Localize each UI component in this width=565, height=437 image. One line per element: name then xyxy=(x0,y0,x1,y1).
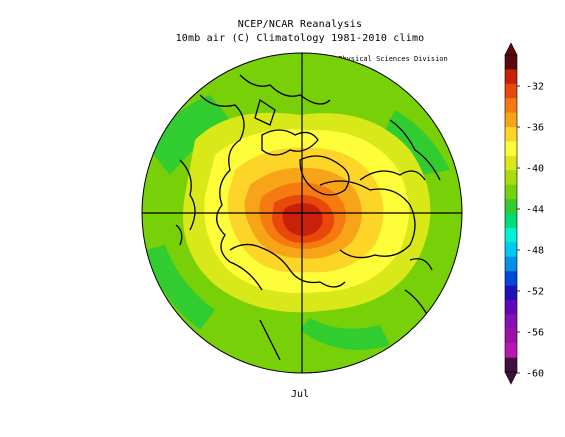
field-cold-patch xyxy=(300,318,390,350)
colorbar-bin xyxy=(505,55,517,70)
colorbar-tick-label: -44 xyxy=(526,205,544,216)
colorbar-bin xyxy=(505,242,517,258)
colorbar-tick-label: -36 xyxy=(526,123,544,134)
colorbar-bin xyxy=(505,314,517,330)
field-cold-patch xyxy=(150,95,230,175)
colorbar-bin xyxy=(505,227,517,243)
colorbar-tick-label: -60 xyxy=(526,369,544,380)
colorbar-frame xyxy=(504,54,518,373)
colorbar-bin xyxy=(505,199,517,214)
colorbar-arrow-bottom xyxy=(504,371,518,385)
field-cold-patch xyxy=(385,110,450,175)
map-boundary xyxy=(141,52,463,374)
colorbar-tick-label: -48 xyxy=(526,246,544,257)
coastlines xyxy=(175,74,441,361)
map-title-line1: NCEP/NCAR Reanalysis xyxy=(237,19,363,30)
colorbar-arrow-top xyxy=(504,42,518,56)
colorbar-bin xyxy=(505,127,517,142)
colorbar-bin xyxy=(505,271,517,286)
colorbar-bin xyxy=(505,285,517,301)
field-cold-patch xyxy=(145,245,215,330)
colorbar-bin xyxy=(505,213,517,229)
colorbar-bin xyxy=(505,98,517,113)
colorbar-bin xyxy=(505,328,517,344)
colorbar-bin xyxy=(505,170,517,185)
map-title-line2: 10mb air (C) Climatology 1981-2010 climo xyxy=(175,33,425,44)
colorbar-bin xyxy=(505,357,517,373)
month-label: Jul xyxy=(290,389,310,400)
field-warm-center xyxy=(282,203,323,236)
colorbar-tick-label: -40 xyxy=(526,164,544,175)
colorbar-tick-label: -56 xyxy=(526,328,544,339)
colorbar-bin xyxy=(505,141,517,157)
colorbar-tick-label: -52 xyxy=(526,287,544,298)
colorbar-bin xyxy=(505,69,517,85)
colorbar-bin xyxy=(505,256,517,272)
colorbar-bin xyxy=(505,83,517,99)
colorbar-bin xyxy=(505,155,517,171)
colorbar-bin xyxy=(505,112,517,128)
colorbar-bin xyxy=(505,184,517,200)
colorbar-bin xyxy=(505,299,517,315)
colorbar-bin xyxy=(505,343,517,358)
colorbar: -32 -36 -40 -44 -48 -52 -56 -60 xyxy=(504,42,544,385)
colorbar-tick-label: -32 xyxy=(526,82,544,93)
